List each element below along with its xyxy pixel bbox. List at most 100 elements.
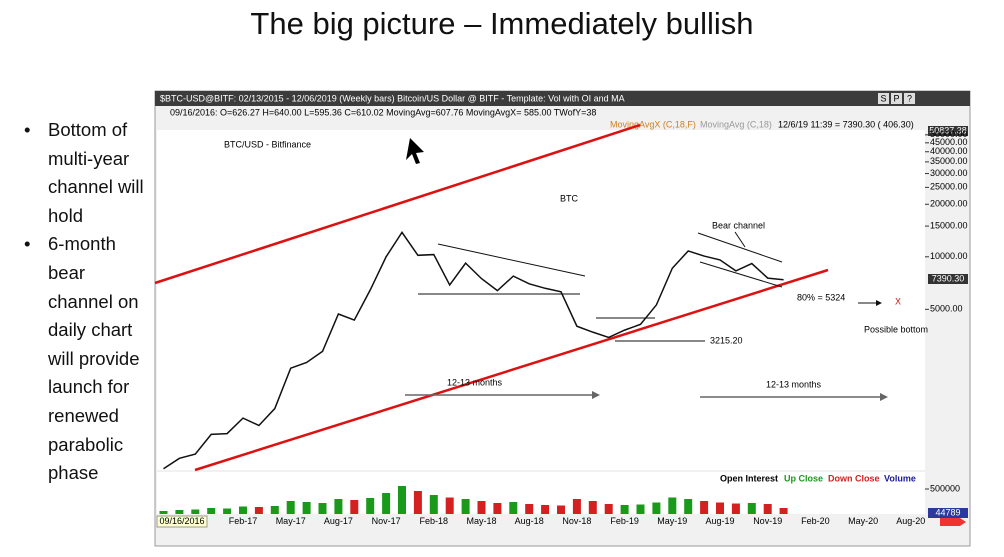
window-title: $BTC-USD@BITF: 02/13/2015 - 12/06/2019 (…: [160, 93, 625, 103]
volume-bar: [398, 486, 406, 514]
volume-bar: [572, 499, 581, 514]
x-tick-label: May-20: [848, 516, 878, 526]
x-tick-label: Aug-17: [324, 516, 353, 526]
volume-bar: [557, 505, 565, 514]
volume-bar: [159, 511, 168, 514]
chart-label: BTC: [560, 193, 579, 203]
volume-bar: [191, 509, 200, 514]
y-tick-label: 20000.00: [930, 199, 968, 209]
y-tick-label: 5000.00: [930, 304, 963, 314]
volume-bar: [684, 499, 693, 514]
volume-bar: [461, 499, 470, 514]
volume-bar: [747, 503, 756, 514]
y-tick-label: 50000.00: [930, 129, 968, 139]
button-label[interactable]: S: [880, 93, 886, 103]
annotation: 80% = 5324: [797, 292, 845, 302]
annotation: Bear channel: [712, 220, 765, 230]
volume-bar: [493, 503, 502, 514]
volume-legend: Open Interest: [720, 473, 778, 483]
volume-tick-label: 500000: [930, 483, 960, 493]
volume-bar: [668, 497, 677, 514]
volume-bar: [541, 505, 550, 514]
volume-legend: Up Close: [784, 473, 823, 483]
x-tick-label: Aug-19: [705, 516, 734, 526]
y-tick-label: 10000.00: [930, 251, 968, 261]
volume-bar: [286, 501, 295, 514]
volume-bar: [620, 505, 629, 514]
volume-bar: [636, 504, 645, 514]
volume-bar: [700, 501, 709, 514]
annotation: 12-13 months: [766, 379, 822, 389]
volume-bar: [350, 500, 359, 514]
x-tick-label: Feb-18: [420, 516, 449, 526]
volume-bar: [429, 495, 438, 514]
volume-bar: [604, 504, 613, 514]
price-line: [163, 231, 784, 470]
volume-legend: Volume: [884, 473, 916, 483]
x-tick-label: May-17: [276, 516, 306, 526]
last-price: 12/6/19 11:39 = 7390.30 ( 406.30): [778, 119, 914, 129]
button[interactable]: [891, 93, 902, 104]
x-tick-label: Feb-17: [229, 516, 258, 526]
volume-bar: [334, 499, 343, 514]
chart-title: BTC/USD - Bitfinance: [224, 139, 311, 149]
volume-bar: [382, 493, 391, 514]
volume-bar: [716, 502, 724, 514]
ma-legend: MovingAvg (C,18): [700, 119, 772, 129]
top-box: 50837.38: [929, 125, 967, 135]
last-box: 7390.30: [932, 273, 965, 283]
x-tick-label: Nov-17: [372, 516, 401, 526]
volume-bar: [445, 497, 454, 514]
volume-bar: [318, 503, 327, 514]
button[interactable]: [904, 93, 915, 104]
y-tick-label: 45000.00: [930, 137, 968, 147]
x-tick-label: Aug-18: [515, 516, 544, 526]
bullet: 6-month bear channel on daily chart will…: [22, 230, 147, 487]
volume-bar: [207, 508, 216, 514]
button-label[interactable]: ?: [907, 93, 912, 103]
x-tick-label: Nov-18: [562, 516, 591, 526]
volume-bar: [477, 501, 486, 514]
annotation: 3215.20: [710, 335, 743, 345]
volume-bar: [366, 498, 375, 514]
volume-bar: [652, 502, 661, 514]
volume-bar: [175, 510, 184, 514]
info-line: 09/16/2016: O=626.27 H=640.00 L=595.36 C…: [170, 107, 596, 117]
volume-box: 44789: [935, 507, 960, 517]
button[interactable]: [878, 93, 889, 104]
bullet-list: Bottom of multi-year channel will hold 6…: [22, 116, 147, 488]
button-label[interactable]: P: [893, 93, 899, 103]
y-tick-label: 25000.00: [930, 182, 968, 192]
x-tick-label: Nov-19: [753, 516, 782, 526]
volume-bar: [239, 506, 247, 514]
x-tick-label: May-18: [466, 516, 496, 526]
date-box: 09/16/2016: [159, 516, 204, 526]
volume-bar: [254, 507, 263, 514]
volume-bar: [223, 508, 232, 514]
x-tick-label: Feb-20: [801, 516, 830, 526]
volume-bar: [525, 504, 534, 514]
annotation: X: [895, 296, 901, 306]
volume-bar: [588, 501, 597, 514]
annotation: 12-13 months: [447, 377, 503, 387]
volume-bar: [302, 502, 311, 514]
y-tick-label: 30000.00: [930, 168, 968, 178]
x-tick-label: Feb-19: [610, 516, 639, 526]
y-tick-label: 35000.00: [930, 156, 968, 166]
volume-bar: [270, 506, 279, 514]
x-tick-label: Aug-20: [896, 516, 925, 526]
volume-bar: [731, 503, 740, 514]
volume-bar: [509, 502, 518, 514]
y-tick-label: 40000.00: [930, 146, 968, 156]
volume-bar: [779, 508, 788, 514]
slide-title: The big picture – Immediately bullish: [250, 6, 754, 41]
x-tick-label: May-19: [657, 516, 687, 526]
volume-bar: [413, 491, 422, 514]
volume-legend: Down Close: [828, 473, 880, 483]
y-tick-label: 15000.00: [930, 220, 968, 230]
annotation: Possible bottom: [864, 324, 928, 334]
volume-bar: [763, 504, 772, 514]
ma-legend: MovingAvgX (C,18,F): [610, 119, 696, 129]
